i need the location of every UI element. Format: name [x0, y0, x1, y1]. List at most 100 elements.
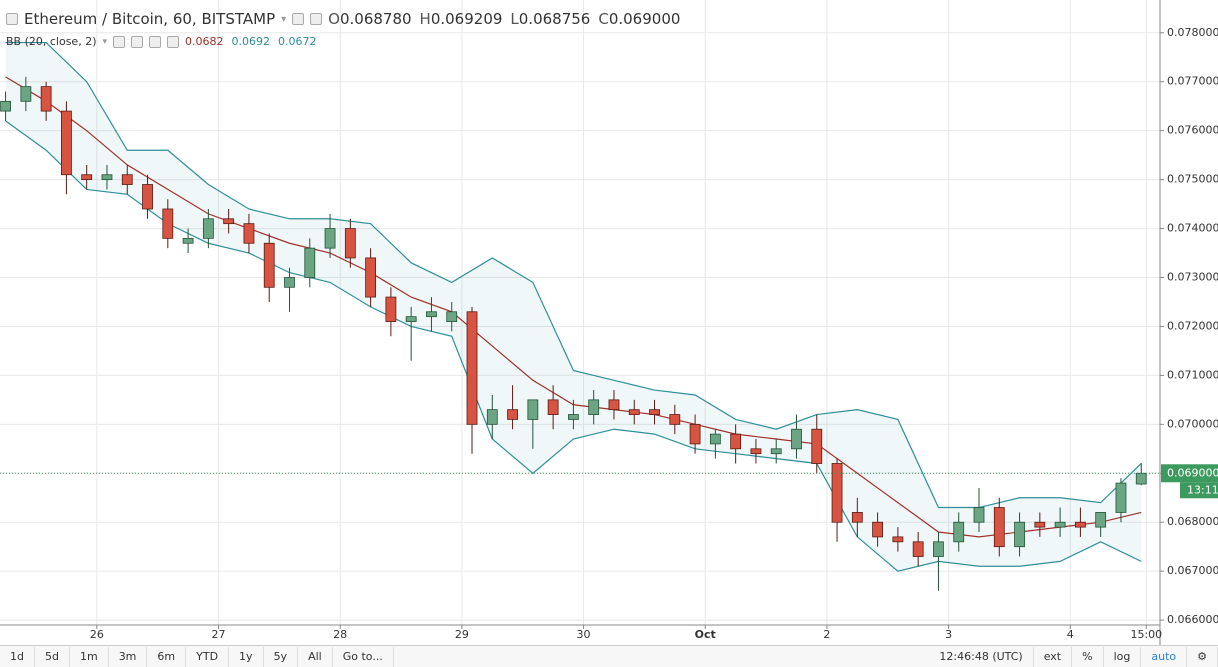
- candle-body: [121, 174, 133, 185]
- eye-icon[interactable]: [113, 35, 126, 48]
- candle-body: [709, 433, 721, 445]
- candle-body: [608, 399, 620, 411]
- candle-body: [40, 86, 52, 112]
- candle-body: [405, 316, 417, 322]
- candle-body: [202, 218, 214, 239]
- candle-body: [486, 409, 498, 425]
- x-tick-label: Oct: [695, 628, 716, 641]
- ohlc-label: L: [510, 10, 519, 28]
- clock[interactable]: 12:46:48 (UTC): [929, 646, 1034, 667]
- candle-body: [223, 218, 235, 225]
- candle-body: [1034, 521, 1046, 528]
- candle-body: [263, 242, 275, 288]
- countdown-tag: [1180, 482, 1218, 499]
- range-button[interactable]: 1y: [229, 646, 264, 667]
- candle-body: [730, 433, 742, 450]
- candle-body: [892, 536, 904, 543]
- candle-body: [1054, 521, 1066, 528]
- candle-body: [568, 414, 579, 420]
- candle-body: [101, 174, 113, 181]
- option-button[interactable]: log: [1104, 646, 1142, 667]
- format-icon[interactable]: [131, 35, 144, 48]
- indicator-legend: BB (20, close, 2) ▾ 0.0682 0.0692 0.0672: [6, 35, 325, 48]
- candle-body: [953, 521, 965, 543]
- candle-body: [831, 463, 843, 523]
- y-tick-label: 0.068000: [1167, 515, 1218, 528]
- dropdown-arrow[interactable]: ▾: [102, 36, 108, 47]
- candle-body: [993, 507, 1005, 548]
- candle-body: [446, 311, 458, 322]
- candle-body: [527, 399, 539, 420]
- y-tick-label: 0.072000: [1167, 319, 1218, 332]
- x-tick-label: 4: [1067, 628, 1074, 641]
- range-button[interactable]: All: [298, 646, 333, 667]
- ohlc-label: H: [419, 10, 431, 28]
- y-tick-label: 0.067000: [1167, 564, 1218, 577]
- indicator-values: 0.0682 0.0692 0.0672: [185, 35, 325, 48]
- range-button[interactable]: 5y: [264, 646, 299, 667]
- candle-body: [507, 409, 518, 420]
- x-tick-label: 15:00: [1130, 628, 1162, 641]
- settings-icon[interactable]: [149, 35, 162, 48]
- y-tick-label: 0.077000: [1167, 75, 1218, 88]
- x-tick-label: 27: [212, 628, 226, 641]
- range-button[interactable]: 3m: [109, 646, 148, 667]
- band-lower: [5, 120, 1142, 572]
- candle-body: [162, 208, 174, 239]
- header: Ethereum / Bitcoin, 60, BITSTAMP ▾ O0.06…: [6, 10, 688, 28]
- y-tick-label: 0.076000: [1167, 124, 1218, 137]
- candle-body: [547, 399, 559, 415]
- candle-body: [649, 409, 660, 415]
- settings-gear[interactable]: ⚙: [1187, 646, 1218, 667]
- indicator-value: 0.0672: [278, 35, 317, 48]
- candle-body: [1075, 521, 1086, 528]
- range-button[interactable]: 1m: [70, 646, 109, 667]
- candle-body: [304, 247, 316, 278]
- goto-button[interactable]: Go to...: [333, 646, 394, 667]
- option-button[interactable]: ext: [1034, 646, 1073, 667]
- indicator-value: 0.0682: [185, 35, 224, 48]
- band-upper: [5, 41, 1142, 509]
- chart: 0.066000 0.067000 0.068000 0.069000 0.070000…: [0, 0, 1218, 645]
- candle-body: [466, 311, 478, 425]
- candle-body: [628, 409, 640, 415]
- candle-body: [689, 423, 701, 445]
- indicator-label[interactable]: BB (20, close, 2): [6, 35, 97, 48]
- last-price-label: 0.069000: [1167, 466, 1218, 479]
- band-fill: [5, 42, 1142, 572]
- ohlc-value: 0.068780: [339, 10, 412, 28]
- candle-body: [142, 184, 153, 210]
- symbol-title[interactable]: Ethereum / Bitcoin, 60, BITSTAMP: [24, 10, 276, 28]
- candle-body: [791, 428, 802, 450]
- y-tick-label: 0.073000: [1167, 271, 1218, 284]
- symbol-icon: [6, 13, 18, 25]
- range-button[interactable]: 6m: [147, 646, 187, 667]
- countdown-label: 13:11: [1187, 483, 1218, 496]
- ohlc-label: C: [598, 10, 609, 28]
- settings-icon[interactable]: [292, 13, 305, 25]
- x-tick-label: 3: [945, 628, 952, 641]
- x-tick-label: 28: [333, 628, 347, 641]
- candle-body: [61, 110, 72, 176]
- last-price-tag: [1161, 464, 1218, 483]
- range-button[interactable]: 1d: [0, 646, 35, 667]
- range-button[interactable]: YTD: [186, 646, 230, 667]
- hide-icon[interactable]: [310, 13, 323, 25]
- candle-body: [770, 448, 782, 455]
- indicator-value: 0.0692: [231, 35, 271, 48]
- candle-body: [0, 100, 11, 112]
- range-button[interactable]: 5d: [35, 646, 70, 667]
- candle-body: [851, 512, 863, 523]
- candle-body: [324, 228, 336, 249]
- dropdown-arrow[interactable]: ▾: [281, 13, 287, 25]
- candle-body: [182, 237, 194, 244]
- remove-icon[interactable]: [167, 35, 180, 48]
- ohlc-value: 0.069000: [608, 10, 681, 28]
- candle-body: [811, 428, 823, 464]
- option-button[interactable]: %: [1072, 646, 1104, 667]
- x-tick-label: 26: [90, 628, 104, 641]
- option-button[interactable]: auto: [1141, 646, 1188, 667]
- y-tick-label: 0.078000: [1167, 26, 1218, 39]
- ohlc: O0.068780 H0.069209 L0.068756 C0.069000: [328, 10, 688, 28]
